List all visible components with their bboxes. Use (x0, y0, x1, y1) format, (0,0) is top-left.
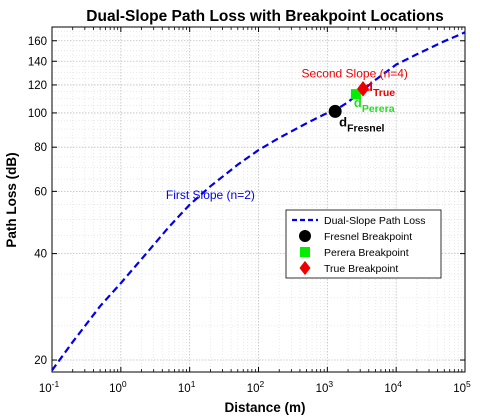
y-tick-label: 20 (34, 355, 47, 367)
series-layer (51, 31, 466, 371)
x-tick-exponent: 2 (260, 379, 265, 389)
y-tick-label: 60 (34, 186, 47, 198)
true-breakpoint-label-subscript: True (373, 87, 395, 99)
legend-swatch-fresnel-breakpoint (299, 230, 311, 242)
x-tick-exponent: 0 (122, 379, 127, 389)
y-tick-label: 40 (34, 249, 47, 261)
perera-breakpoint-marker (350, 89, 361, 100)
annotations-layer: First Slope (n=2) Second Slope (n=4) (166, 66, 408, 202)
y-tick-label: 160 (28, 36, 47, 48)
legend-box (285, 209, 442, 279)
chart-title: Dual-Slope Path Loss with Breakpoint Loc… (86, 8, 443, 25)
x-tick-exponent: -1 (52, 379, 60, 389)
legend-label-true-breakpoint: True Breakpoint (324, 263, 398, 275)
annotation-first-slope: First Slope (n=2) (166, 188, 255, 202)
x-tick-exponent: 3 (328, 379, 333, 389)
y-tick-label: 80 (34, 142, 47, 154)
grid (51, 26, 466, 372)
x-tick-exponent: 1 (191, 379, 196, 389)
x-axis-label: Distance (m) (224, 400, 305, 415)
legend-swatch-perera-breakpoint (300, 247, 310, 257)
legend: Dual-Slope Path Loss Fresnel Breakpoint Pe… (285, 209, 442, 279)
fresnel-breakpoint-label-subscript: Fresnel (347, 122, 384, 134)
legend-label-fresnel-breakpoint: Fresnel Breakpoint (324, 231, 412, 243)
y-tick-label: 120 (28, 80, 47, 92)
legend-label-perera-breakpoint: Perera Breakpoint (324, 247, 409, 259)
x-tick-exponent: 5 (466, 379, 471, 389)
y-tick-label: 140 (28, 56, 47, 68)
true-breakpoint-marker (357, 81, 370, 97)
legend-label-dual-slope-path-loss: Dual-Slope Path Loss (324, 215, 426, 227)
legend-swatch-true-breakpoint (299, 260, 311, 276)
series-line-dual-slope (51, 31, 466, 371)
annotation-second-slope: Second Slope (n=4) (302, 66, 408, 80)
x-tick-exponent: 4 (397, 379, 402, 389)
y-tick-label: 100 (28, 108, 47, 120)
y-axis-label: Path Loss (dB) (4, 152, 19, 247)
perera-breakpoint-label-subscript: Perera (362, 103, 395, 115)
fresnel-breakpoint-marker (328, 104, 342, 118)
